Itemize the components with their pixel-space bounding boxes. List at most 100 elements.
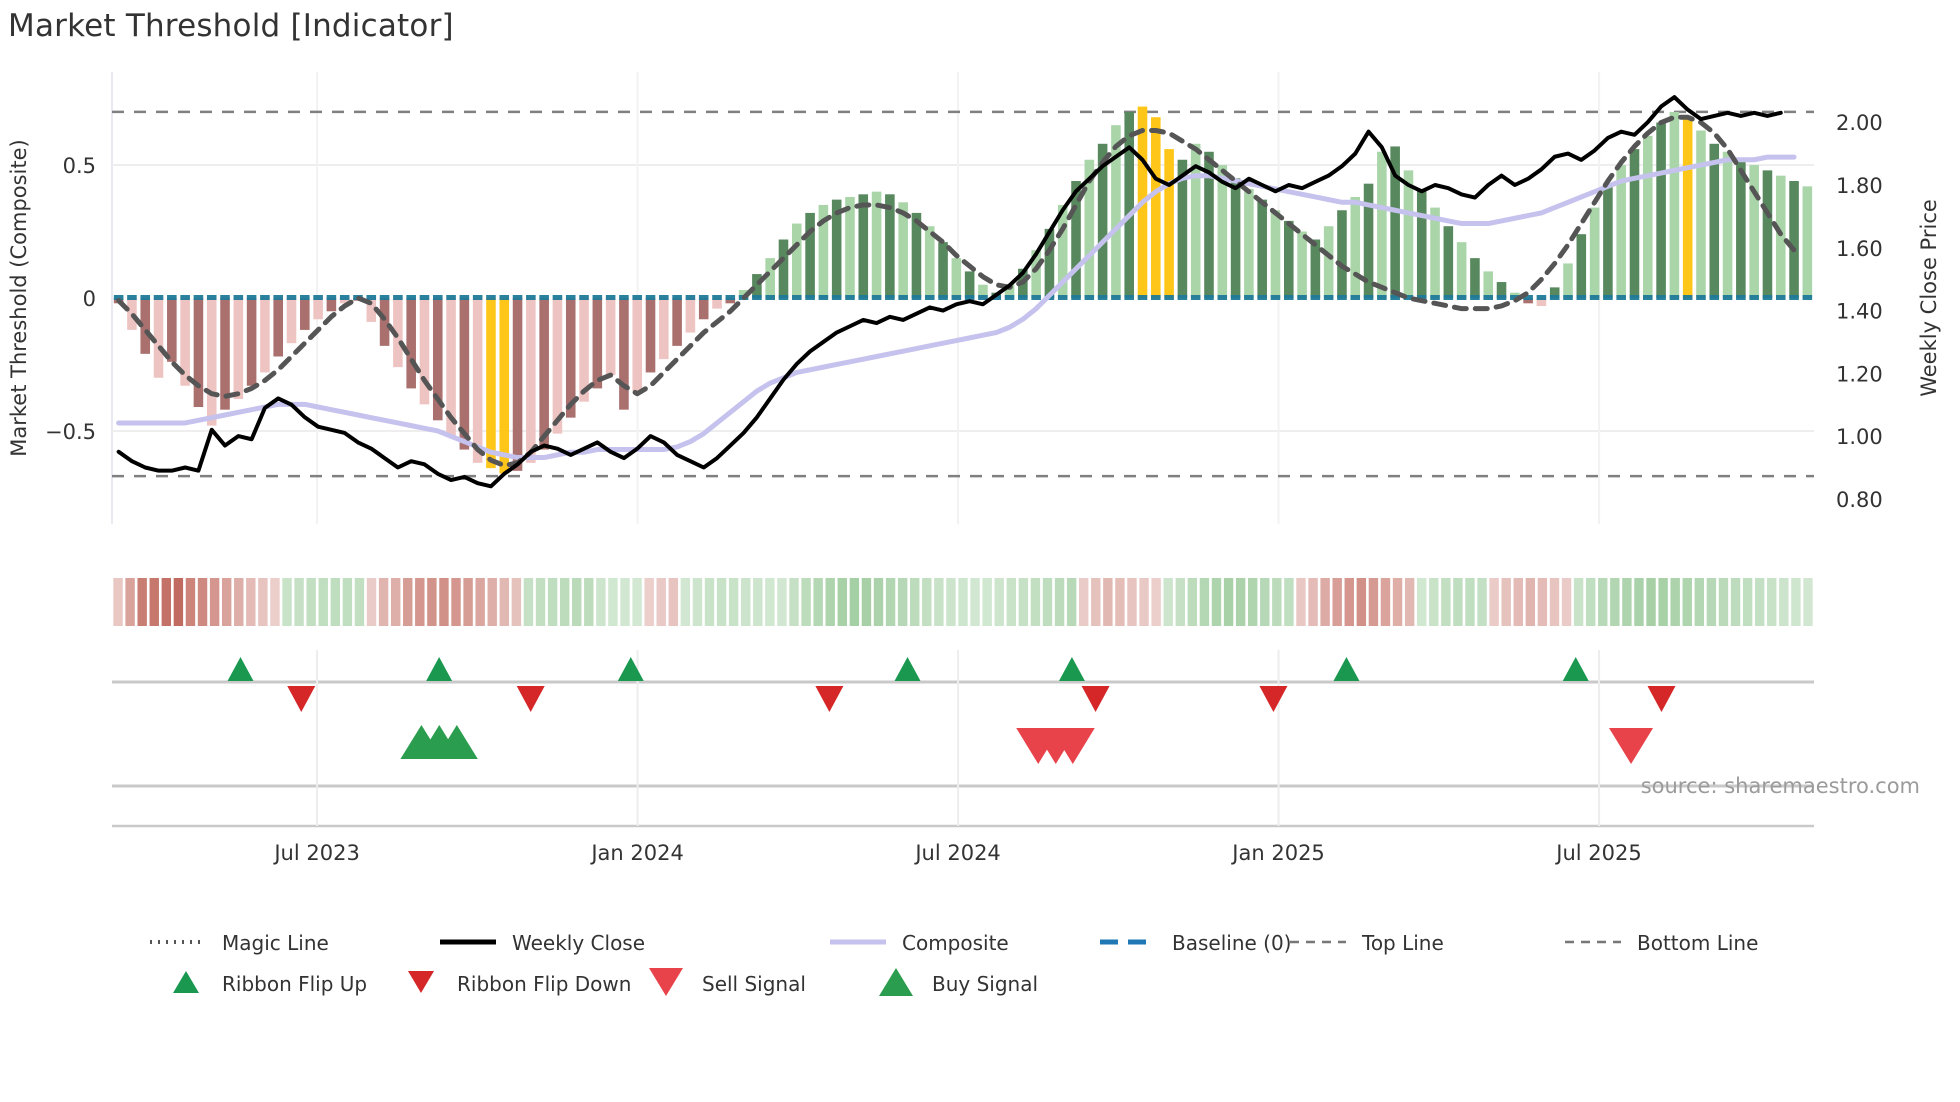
histogram-bar — [831, 199, 842, 298]
baseline-stub — [698, 295, 709, 300]
ribbon-cell — [378, 578, 389, 626]
ribbon-cell — [982, 578, 992, 626]
baseline-stub — [1071, 295, 1081, 300]
histogram-bar — [871, 191, 882, 298]
ribbon-cell — [1042, 578, 1053, 626]
baseline-stub — [605, 295, 616, 300]
sell-signal-marker — [1050, 728, 1095, 764]
ribbon-cell — [318, 578, 328, 626]
ribbon-cell — [1091, 578, 1101, 626]
histogram-bar — [1044, 228, 1055, 298]
baseline-stub — [725, 295, 736, 300]
ribbon-cell — [861, 578, 872, 626]
baseline-stub — [1337, 295, 1347, 300]
baseline-stub — [911, 295, 922, 300]
magic-line — [116, 114, 1797, 469]
ribbon-cell — [994, 578, 1004, 626]
ribbon-cell — [1272, 578, 1282, 626]
baseline-stub — [406, 295, 416, 300]
ribbon-cell — [656, 578, 666, 626]
ribbon-cell — [1441, 578, 1451, 626]
histogram-bar — [1097, 143, 1108, 298]
histogram-bar — [1470, 258, 1480, 298]
ribbon-cell — [922, 578, 932, 626]
histogram-bar — [1363, 183, 1374, 298]
ribbon-cell — [1622, 578, 1632, 626]
histogram-bar — [1190, 143, 1201, 298]
composite-line — [116, 154, 1797, 461]
ribbon-cell — [946, 578, 956, 626]
ribbon-cell — [1103, 578, 1113, 626]
ribbon-cell — [1549, 578, 1560, 626]
histogram-bar — [1456, 242, 1467, 298]
ribbon-cell — [1006, 578, 1016, 626]
ribbon-cell — [1573, 578, 1584, 626]
ribbon-flip-up-marker — [426, 657, 453, 681]
baseline-stub — [1589, 295, 1600, 300]
ribbon-cell — [1501, 578, 1511, 626]
ribbon-cell — [789, 578, 799, 626]
ribbon-cell — [1561, 578, 1572, 626]
histogram-bar — [964, 271, 975, 298]
ribbon-cell — [704, 578, 715, 626]
ribbon-cell — [1754, 578, 1765, 626]
histogram-bar — [273, 298, 283, 357]
ribbon-cell — [294, 578, 304, 626]
baseline-stub — [1390, 295, 1400, 300]
ribbon-cell — [1356, 578, 1367, 626]
histogram-bar — [1084, 159, 1095, 298]
histogram-bar — [153, 298, 164, 378]
ribbon-cell — [523, 578, 534, 626]
baseline-stub — [685, 295, 696, 300]
ribbon-cell — [1416, 578, 1427, 626]
ribbon-cell — [1284, 578, 1294, 626]
histogram-bar — [393, 298, 403, 368]
baseline-stub — [1709, 295, 1720, 300]
baseline-stub — [1350, 295, 1361, 300]
ribbon-cell — [1598, 578, 1608, 626]
histogram-bar — [1563, 263, 1573, 298]
histogram-bar — [366, 298, 377, 322]
ribbon-flip-down-marker — [1081, 686, 1110, 712]
baseline-stub — [712, 295, 722, 300]
histogram-bar — [1164, 149, 1174, 298]
histogram-bar — [805, 212, 815, 298]
baseline-stub — [1124, 295, 1134, 300]
baseline-stub — [153, 295, 164, 300]
ribbon-cell — [1767, 578, 1777, 626]
ribbon-cell — [1682, 578, 1692, 626]
ribbon-cell — [873, 578, 884, 626]
ribbon-cell — [765, 578, 775, 626]
histogram-bar — [1004, 284, 1015, 298]
baseline-stub — [1643, 295, 1653, 300]
ribbon-cell — [1115, 578, 1125, 626]
ribbon-cell — [1404, 578, 1415, 626]
baseline-stub — [1283, 295, 1294, 300]
ribbon-cell — [113, 578, 123, 626]
baseline-stub — [1456, 295, 1467, 300]
histogram-bar — [1709, 143, 1720, 298]
ribbon-cell — [475, 578, 485, 626]
histogram-bar — [167, 298, 177, 362]
histogram-bar — [1616, 165, 1626, 298]
ribbon-cell — [1199, 578, 1210, 626]
baseline-stub — [1549, 295, 1560, 300]
ribbon-cell — [910, 578, 920, 626]
histogram-bar — [406, 298, 416, 389]
ribbon-cell — [511, 578, 522, 626]
ribbon-cell — [1332, 578, 1342, 626]
ribbon-cell — [1610, 578, 1620, 626]
ribbon-cell — [813, 578, 823, 626]
ribbon-cell — [125, 578, 135, 626]
ribbon-cell — [1247, 578, 1258, 626]
ribbon-cell — [330, 578, 341, 626]
histogram-bar — [1297, 231, 1307, 298]
baseline-stub — [486, 295, 496, 300]
histogram-bar — [1257, 199, 1267, 298]
histogram-bar — [1350, 196, 1361, 298]
ribbon-cell — [1525, 578, 1536, 626]
baseline-stub — [1230, 295, 1241, 300]
baseline-stub — [765, 295, 775, 300]
